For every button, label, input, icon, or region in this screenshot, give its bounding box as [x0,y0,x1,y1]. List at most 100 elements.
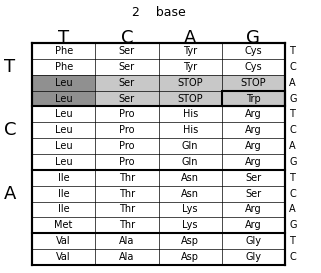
Bar [159,43,222,59]
Bar [222,43,285,59]
Text: Ile: Ile [58,204,69,215]
Bar [222,122,285,138]
Bar [222,201,285,217]
Text: STOP: STOP [177,78,203,88]
Text: Leu: Leu [55,109,73,119]
Text: Val: Val [56,252,71,262]
Text: Tyr: Tyr [183,46,197,56]
Bar [222,233,285,249]
Bar [159,217,222,233]
Bar [159,201,222,217]
Text: Lys: Lys [182,220,198,230]
Text: G: G [289,93,297,103]
Text: Arg: Arg [245,220,262,230]
Text: T: T [4,58,15,76]
Text: C: C [4,121,16,139]
Text: Leu: Leu [55,125,73,135]
Text: STOP: STOP [177,93,203,103]
Text: C: C [289,62,296,72]
Bar [95,106,159,122]
Bar [159,138,222,154]
Text: Leu: Leu [55,141,73,151]
Text: 2    base: 2 base [132,6,185,19]
Text: Gly: Gly [245,236,261,246]
Text: A: A [289,78,296,88]
Bar [222,170,285,186]
Bar [95,138,159,154]
Bar [222,59,285,75]
Text: T: T [289,109,295,119]
Text: Asp: Asp [181,236,199,246]
Bar [32,170,95,186]
Bar [95,154,159,170]
Text: Pro: Pro [119,125,134,135]
Text: T: T [289,46,295,56]
Bar [32,233,95,249]
Bar [159,154,222,170]
Bar [222,91,285,106]
Bar [95,170,159,186]
Text: Asn: Asn [181,173,199,183]
Text: A: A [289,204,296,215]
Text: Ile: Ile [58,189,69,199]
Text: Ser: Ser [119,62,135,72]
Bar [32,186,95,201]
Bar [222,106,285,122]
Bar [222,154,285,170]
Text: Pro: Pro [119,157,134,167]
Bar [159,59,222,75]
Bar [95,233,159,249]
Bar [95,59,159,75]
Text: Arg: Arg [245,204,262,215]
Bar [32,106,95,122]
Text: C: C [289,125,296,135]
Bar [32,201,95,217]
Text: Ser: Ser [119,93,135,103]
Text: Cys: Cys [245,62,262,72]
Bar [95,75,159,91]
Text: Thr: Thr [119,220,135,230]
Text: Ala: Ala [119,252,134,262]
Text: Phe: Phe [55,46,73,56]
Text: T: T [58,29,69,47]
Text: A: A [289,141,296,151]
Bar [159,249,222,265]
Text: Cys: Cys [245,46,262,56]
Text: His: His [183,109,198,119]
Text: Lys: Lys [182,204,198,215]
Bar [32,249,95,265]
Text: G: G [247,29,260,47]
Bar [222,186,285,201]
Bar [32,122,95,138]
Bar [95,249,159,265]
Bar [32,59,95,75]
Text: Arg: Arg [245,109,262,119]
Text: Gln: Gln [182,141,198,151]
Text: Arg: Arg [245,141,262,151]
Text: T: T [289,173,295,183]
Text: Thr: Thr [119,204,135,215]
Bar [32,91,95,106]
Text: Tyr: Tyr [183,62,197,72]
Text: Asn: Asn [181,189,199,199]
Bar [159,186,222,201]
Text: Thr: Thr [119,189,135,199]
Bar [95,122,159,138]
Text: STOP: STOP [240,78,266,88]
Text: Gly: Gly [245,252,261,262]
Bar [159,91,222,106]
Text: Arg: Arg [245,125,262,135]
Bar [222,75,285,91]
Bar [222,138,285,154]
Bar [159,75,222,91]
Text: Ser: Ser [119,46,135,56]
Bar [95,91,159,106]
Text: Ala: Ala [119,236,134,246]
Bar [32,154,95,170]
Text: A: A [184,29,196,47]
Bar [222,91,285,106]
Bar [95,201,159,217]
Text: Met: Met [55,220,73,230]
Bar [159,106,222,122]
Text: Thr: Thr [119,173,135,183]
